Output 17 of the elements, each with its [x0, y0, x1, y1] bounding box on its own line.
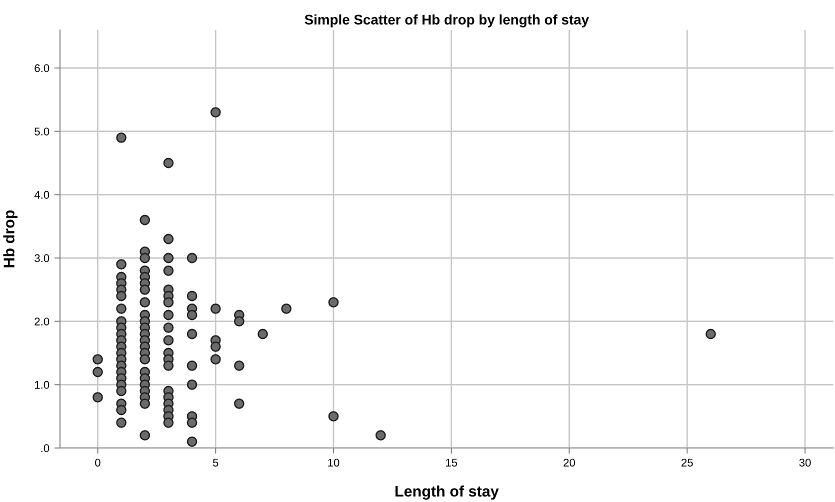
x-axis-title: Length of stay [395, 485, 499, 500]
x-tick-label: 20 [564, 458, 576, 467]
y-tick-label: 4.0 [34, 190, 50, 199]
x-tick-label: 30 [799, 458, 811, 467]
x-tick-label: 10 [328, 458, 340, 467]
x-tick-label: 5 [212, 458, 218, 467]
y-tick-label: 5.0 [34, 128, 50, 136]
x-tick-label: 25 [682, 458, 693, 467]
y-tick-label: 1.0 [34, 380, 50, 389]
y-tick-label: 2.0 [34, 318, 50, 326]
y-tick-label: 6.0 [34, 64, 50, 72]
x-tick-label: 15 [446, 458, 458, 467]
y-tick-label: 3.0 [34, 254, 50, 262]
y-tick-label: .0 [41, 444, 50, 452]
x-tick-label: 0 [95, 458, 100, 467]
y-axis-title: Hb drop [3, 210, 18, 268]
chart-title: Simple Scatter of Hb drop by length of stay [304, 14, 589, 28]
